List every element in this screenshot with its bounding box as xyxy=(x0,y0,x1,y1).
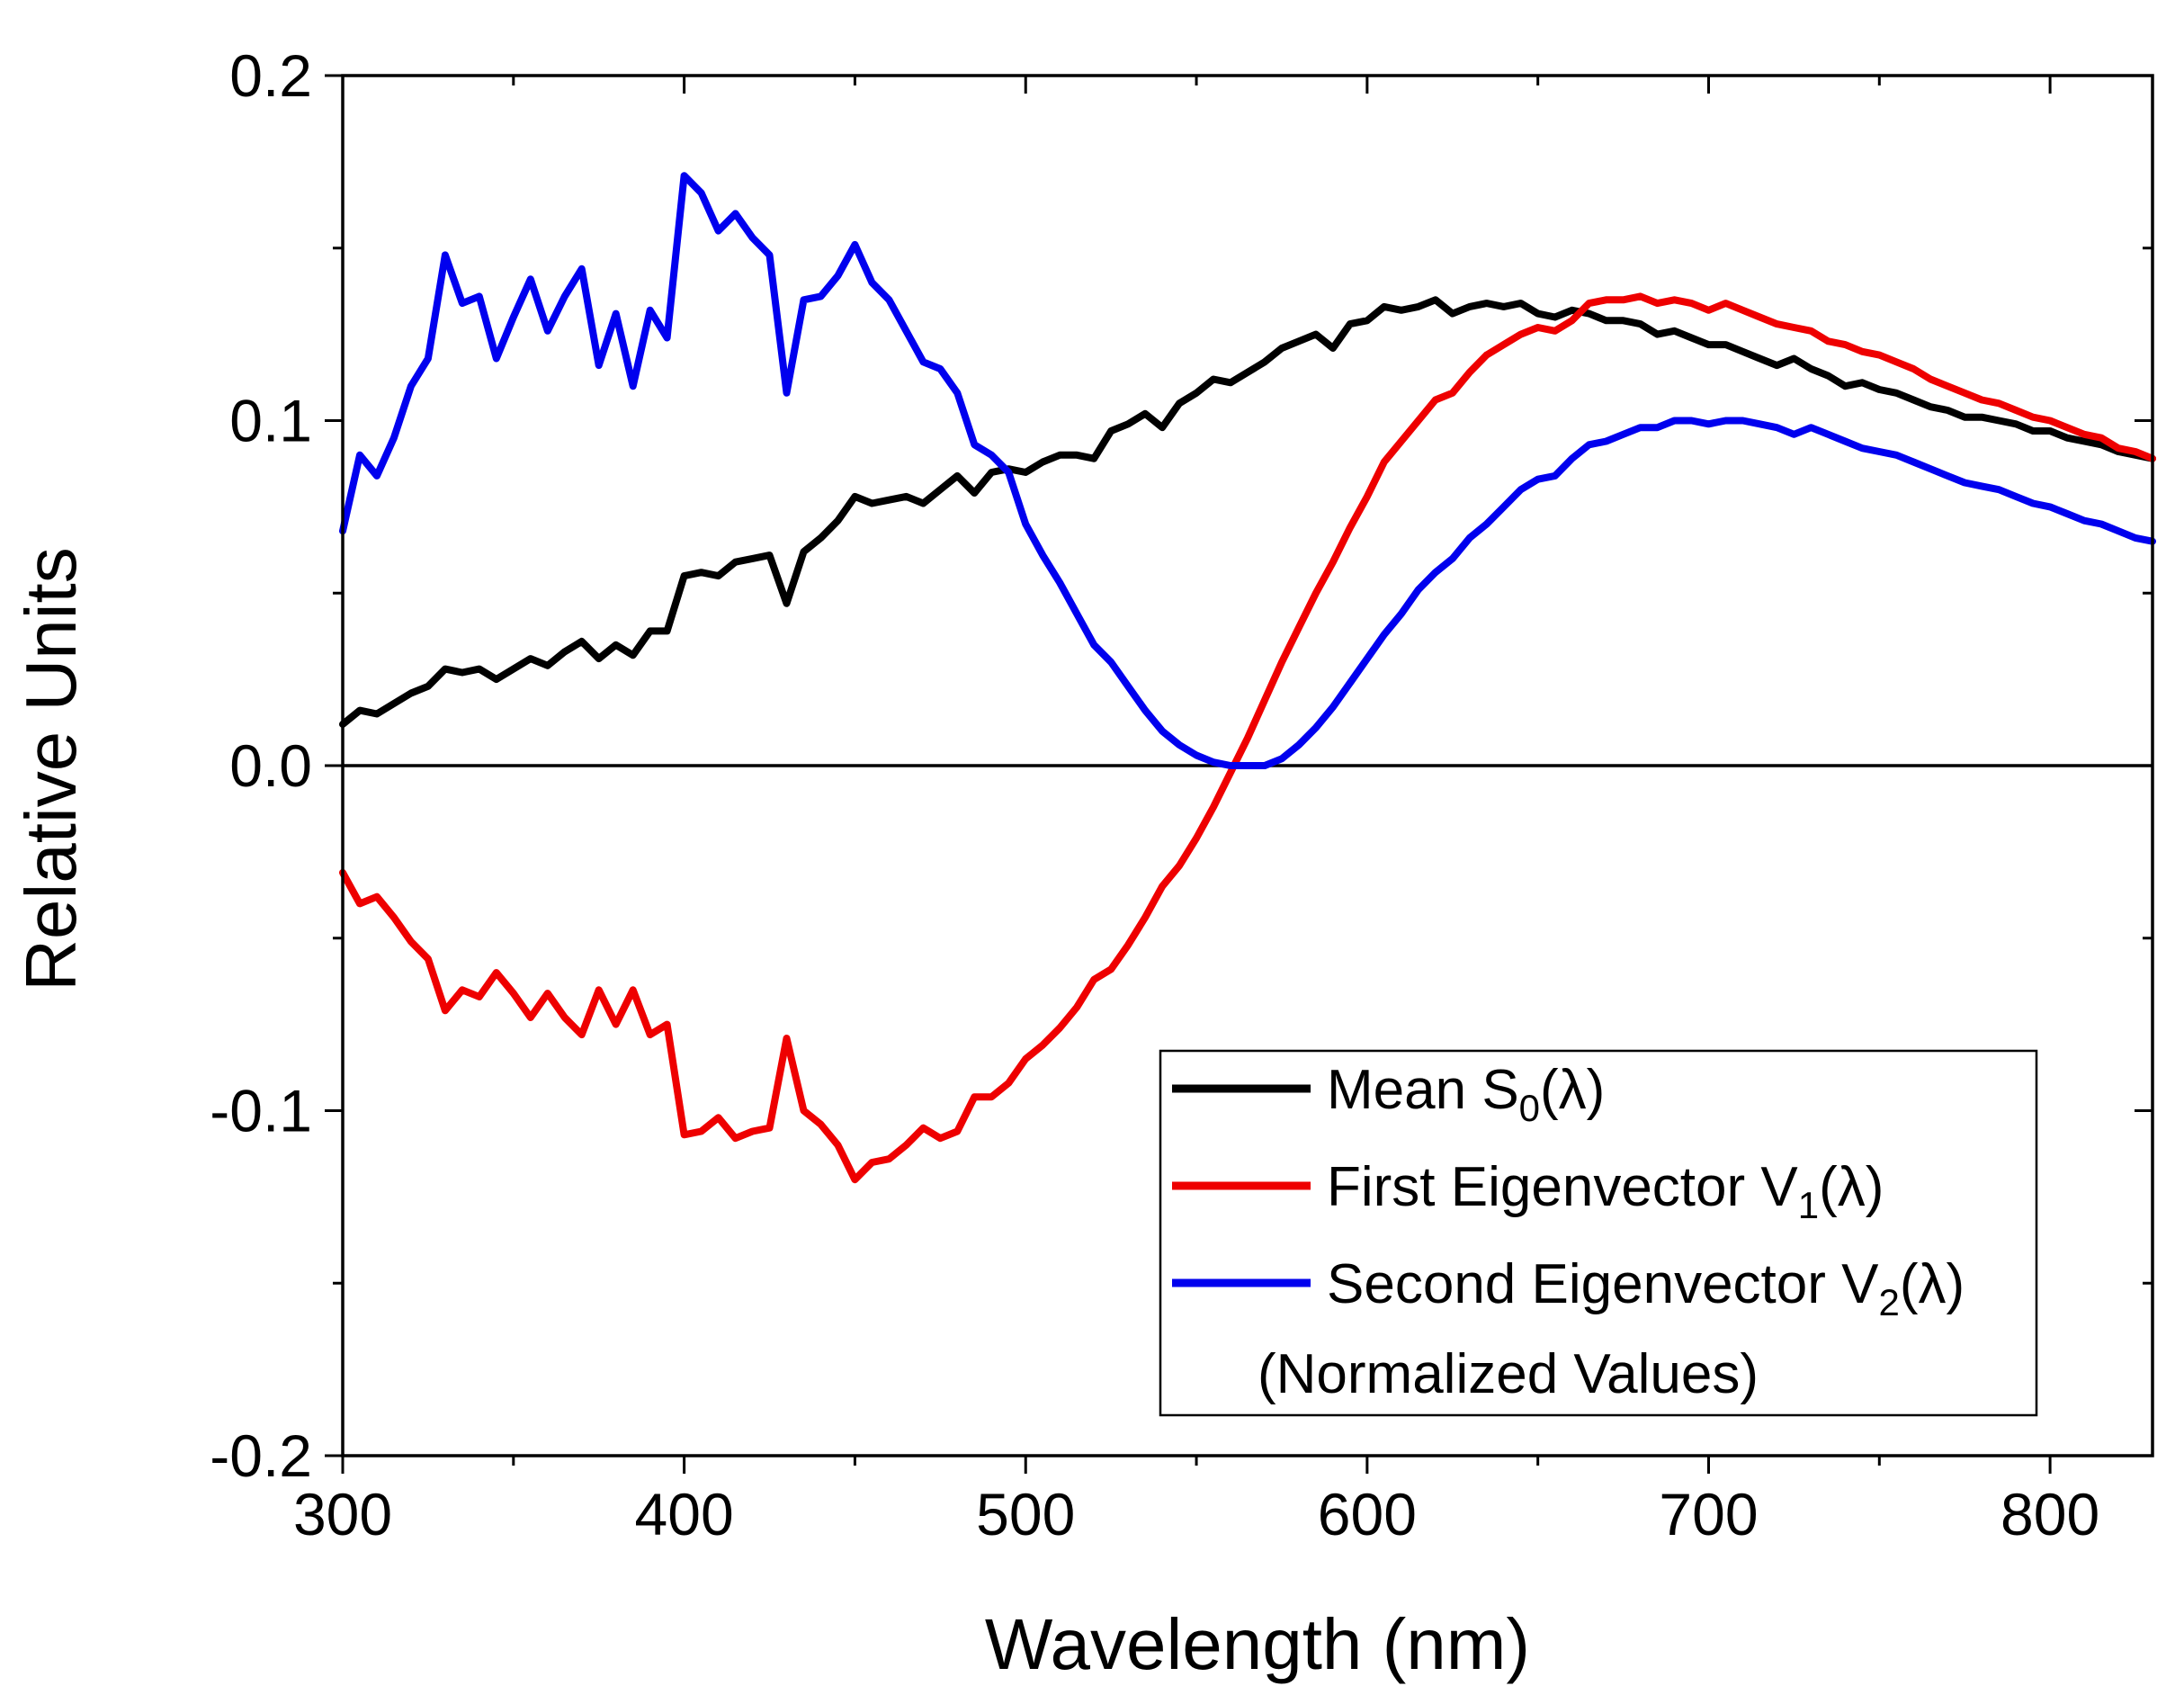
y-tick-label: 0.0 xyxy=(229,732,312,799)
plot-frame xyxy=(341,74,2154,1457)
legend-label-first-eigenvector: First Eigenvector V1(λ) xyxy=(1327,1156,1884,1226)
axes: 300 400 500 600 700 800 -0.2 -0.1 0.0 0.1 0.2 xyxy=(210,42,2153,1547)
x-tick-label: 700 xyxy=(1659,1481,1758,1547)
series-line-second-eigenvector xyxy=(339,172,2156,769)
y-tick-label: -0.1 xyxy=(210,1078,312,1144)
series-line-mean xyxy=(339,296,2156,728)
x-tick-label: 300 xyxy=(293,1481,392,1547)
y-tick-label: 0.1 xyxy=(229,388,312,454)
legend: Mean S0(λ) First Eigenvector V1(λ) Secon… xyxy=(1159,1049,2038,1417)
x-tick-label: 400 xyxy=(635,1481,734,1547)
x-axis-title: Wavelength (nm) xyxy=(985,1604,1530,1684)
x-tick-label: 500 xyxy=(976,1481,1075,1547)
plot-area xyxy=(339,172,2156,1184)
series-line-first-eigenvector xyxy=(339,292,2156,1184)
legend-box xyxy=(1159,1049,2038,1417)
y-axis-title: Relative Units xyxy=(11,547,91,991)
x-tick-label: 600 xyxy=(1318,1481,1417,1547)
legend-note: (Normalized Values) xyxy=(1258,1343,1759,1405)
y-tick-label: 0.2 xyxy=(229,42,312,109)
y-tick-label: -0.2 xyxy=(210,1422,312,1489)
plot-border xyxy=(341,74,2154,1457)
legend-label-second-eigenvector: Second Eigenvector V2(λ) xyxy=(1327,1253,1965,1323)
legend-label-mean: Mean S0(λ) xyxy=(1327,1059,1605,1129)
x-tick-label: 800 xyxy=(2001,1481,2099,1547)
